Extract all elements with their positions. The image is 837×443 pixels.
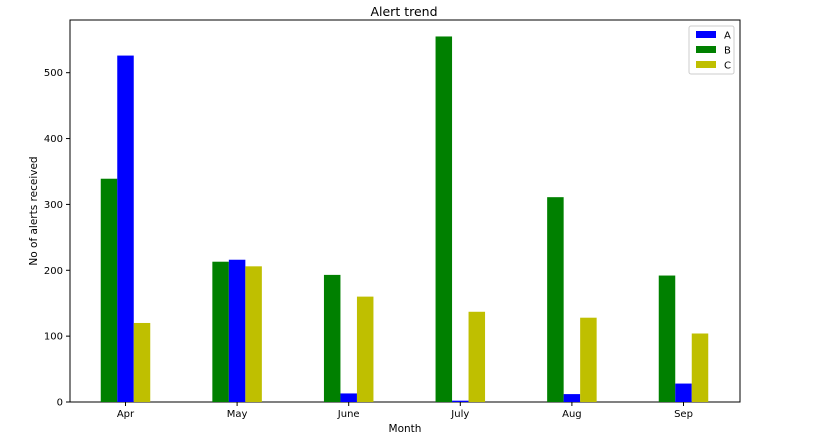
bar-A-Sep <box>675 383 692 402</box>
legend-label-C: C <box>724 61 731 72</box>
x-tick-label: July <box>450 409 469 420</box>
x-tick-label: Sep <box>674 409 693 420</box>
y-tick-label: 200 <box>44 266 63 277</box>
x-tick-label: June <box>337 409 360 420</box>
bar-B-Sep <box>658 275 676 402</box>
x-tick-label: May <box>227 409 248 420</box>
x-tick-label: Aug <box>562 409 582 420</box>
y-axis-title: No of alerts received <box>28 156 40 265</box>
bar-C-July <box>468 311 486 402</box>
legend-swatch-B <box>696 46 716 53</box>
x-axis-ticks: Apr May June July Aug Sep <box>117 402 693 420</box>
bar-A-June <box>340 393 357 402</box>
y-tick-label: 300 <box>44 200 63 211</box>
legend-swatch-C <box>696 61 716 68</box>
bar-A-Aug <box>563 394 581 402</box>
bar-C-May <box>245 266 262 402</box>
legend-swatch-A <box>696 31 716 38</box>
bar-A-May <box>228 259 246 402</box>
legend-label-B: B <box>724 46 731 57</box>
bar-A-Apr <box>117 55 134 402</box>
chart-title: Alert trend <box>370 4 437 19</box>
bar-B-May <box>212 261 229 402</box>
bar-A-July <box>452 400 469 402</box>
bar-C-Aug <box>580 317 597 402</box>
y-tick-label: 500 <box>44 68 63 79</box>
bar-B-July <box>435 36 453 402</box>
x-axis-title: Month <box>389 423 422 435</box>
bar-B-June <box>323 274 341 402</box>
plot-area <box>69 19 741 403</box>
bar-C-June <box>356 296 374 402</box>
bars-group <box>100 36 709 402</box>
bar-B-Aug <box>547 197 564 402</box>
y-tick-label: 0 <box>57 398 63 409</box>
y-tick-label: 100 <box>44 332 63 343</box>
y-tick-label: 400 <box>44 134 63 145</box>
bar-C-Sep <box>691 333 709 402</box>
y-axis-ticks: 0 100 200 300 400 500 <box>44 68 70 409</box>
bar-C-Apr <box>133 322 151 402</box>
legend-label-A: A <box>724 31 731 42</box>
bar-B-Apr <box>100 178 118 402</box>
legend: ABC <box>688 25 735 75</box>
x-tick-label: Apr <box>117 409 135 420</box>
